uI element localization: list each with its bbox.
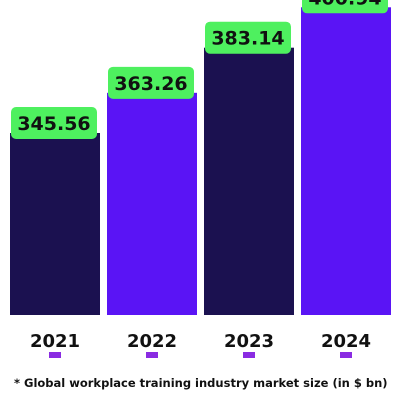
- value-label-box-2021: [11, 107, 97, 139]
- x-tick-label-2021: 2021: [30, 331, 80, 352]
- value-label-2022: 363.26: [114, 73, 187, 95]
- tick-marker-2021: [49, 352, 61, 358]
- value-label-2023: 383.14: [211, 28, 284, 50]
- value-label-box-2023: [205, 21, 291, 54]
- bar-2021: [10, 133, 100, 315]
- x-tick-label-2024: 2024: [321, 331, 371, 352]
- bar-2022: [107, 92, 197, 315]
- tick-marker-2024: [340, 352, 352, 358]
- x-tick-label-2023: 2023: [224, 331, 274, 352]
- bar-2023: [204, 47, 294, 316]
- value-label-2024: 400.94: [308, 0, 381, 9]
- chart-footnote: * Global workplace training industry mar…: [14, 376, 388, 390]
- value-label-box-2024: [302, 0, 388, 14]
- bar-2024: [301, 7, 391, 315]
- value-label-2021: 345.56: [17, 113, 90, 135]
- value-label-box-2022: [108, 66, 194, 99]
- tick-marker-2022: [146, 352, 158, 358]
- x-tick-label-2022: 2022: [127, 331, 177, 352]
- tick-marker-2023: [243, 352, 255, 358]
